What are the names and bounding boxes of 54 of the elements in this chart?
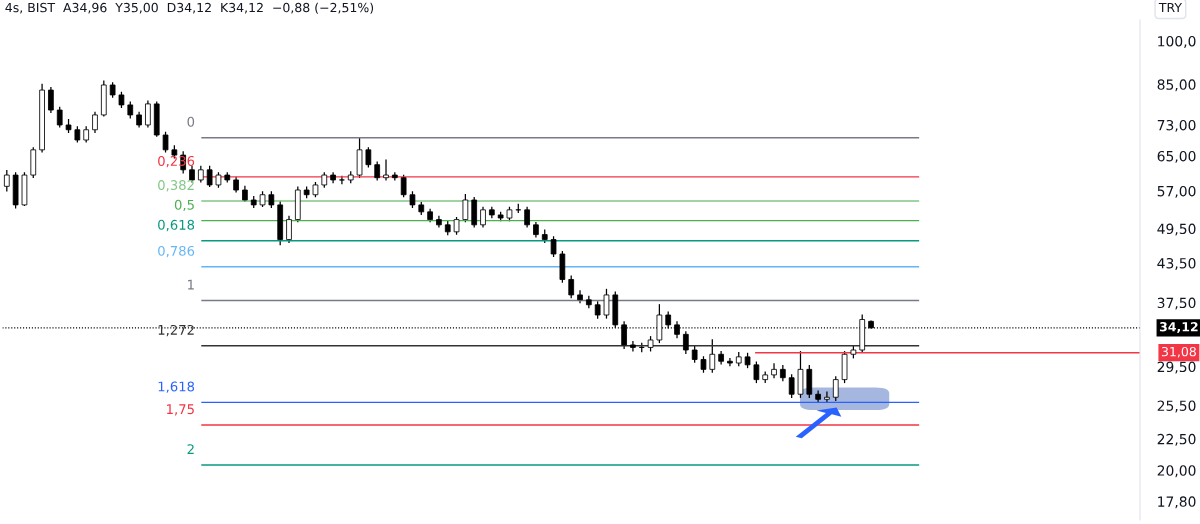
candlestick: [365, 147, 372, 168]
y-tick-label: 43,50: [1157, 258, 1196, 270]
chart-title: 4s, BIST A34,96 Y35,00 D34,12 K34,12 −0,88 (−2,51%): [5, 2, 374, 14]
candlestick: [630, 341, 636, 352]
annotation: 1,618: [158, 381, 195, 393]
candlestick: [709, 339, 716, 373]
annotation: 1,272: [158, 324, 194, 337]
y-tick-label: 85,00: [1157, 79, 1196, 92]
candlestick: [400, 174, 407, 198]
y-tick-label: 29,50: [1157, 361, 1196, 374]
annotation: 0,5: [174, 199, 194, 212]
candlestick: [92, 111, 98, 133]
candlestick: [683, 331, 689, 355]
candlestick: [603, 288, 610, 319]
annotation: 2: [187, 444, 194, 454]
annotation: 0,786: [158, 245, 195, 258]
candlestick: [727, 357, 733, 367]
candlestick: [383, 159, 389, 181]
y-tick-label: 37,50: [1157, 297, 1196, 310]
candlestick: [480, 206, 486, 228]
annotation: 1: [188, 279, 194, 290]
annotation: 1,75: [167, 404, 194, 416]
candlestick: [550, 236, 557, 258]
text: TRY: [1158, 3, 1183, 13]
annotation: 0,618: [158, 219, 195, 232]
candlestick: [286, 215, 292, 244]
ref-line-label: 34,12: [1159, 322, 1198, 334]
candlestick: [753, 361, 760, 384]
y-tick-label: 49,50: [1157, 223, 1196, 236]
y-tick-label: 65,00: [1157, 150, 1196, 163]
y-tick-label: 100,0: [1158, 35, 1196, 48]
candlestick: [48, 86, 54, 114]
ref-line-label: 31,08: [1161, 346, 1196, 358]
y-tick-label: 20,00: [1157, 465, 1196, 478]
y-tick-label: 57,00: [1157, 185, 1196, 198]
candlestick: [436, 215, 442, 228]
candlestick: [568, 275, 575, 299]
y-tick-label: 22,50: [1157, 433, 1196, 446]
candlestick: [524, 206, 530, 228]
candlestick: [824, 391, 830, 404]
y-tick-label: 73,00: [1157, 119, 1196, 132]
candlestick: [771, 363, 777, 379]
candlestick: [462, 194, 469, 223]
y-tick-label: 25,50: [1157, 400, 1196, 413]
candlestick: [3, 170, 10, 192]
candlestick: [145, 100, 151, 128]
annotation: 0: [187, 116, 195, 127]
candlestick: [162, 131, 169, 153]
annotation: 0,382: [158, 180, 194, 192]
candlestick: [788, 374, 795, 398]
candlestick: [206, 165, 213, 187]
candlestick: [832, 376, 839, 401]
y-tick-label: 17,80: [1158, 496, 1196, 509]
candlestick: [56, 106, 63, 128]
